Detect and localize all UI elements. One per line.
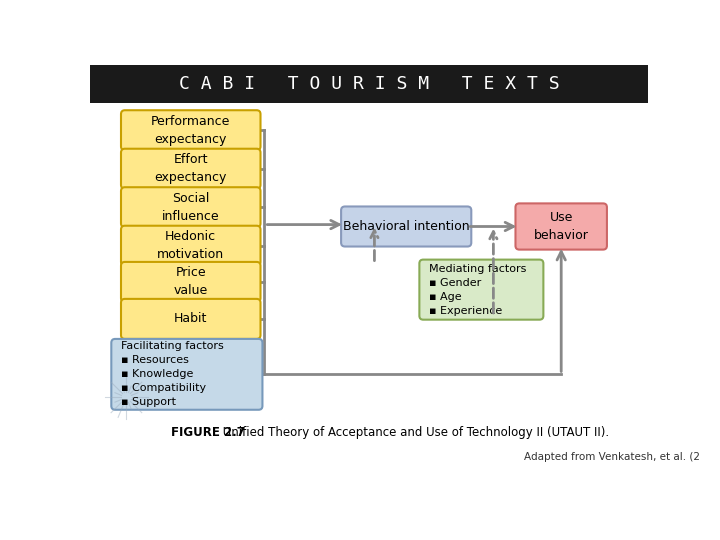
Text: Unified Theory of Acceptance and Use of Technology II (UTAUT II).: Unified Theory of Acceptance and Use of … [220,427,610,440]
FancyBboxPatch shape [121,148,261,189]
Text: Social
influence: Social influence [162,192,220,222]
FancyBboxPatch shape [419,260,544,320]
Text: Facilitating factors
▪ Resources
▪ Knowledge
▪ Compatibility
▪ Support: Facilitating factors ▪ Resources ▪ Knowl… [122,341,224,407]
FancyBboxPatch shape [121,187,261,227]
FancyBboxPatch shape [341,206,472,247]
FancyBboxPatch shape [112,339,262,410]
Text: FIGURE 2.7: FIGURE 2.7 [171,427,246,440]
Text: Effort
expectancy: Effort expectancy [155,153,227,184]
Text: Behavioral intention: Behavioral intention [343,220,469,233]
Text: Use
behavior: Use behavior [534,211,589,242]
Text: Adapted from Venkatesh, et al. (2: Adapted from Venkatesh, et al. (2 [524,453,700,462]
FancyBboxPatch shape [121,226,261,266]
FancyBboxPatch shape [516,204,607,249]
Text: C A B I   T O U R I S M   T E X T S: C A B I T O U R I S M T E X T S [179,75,559,93]
Text: Hedonic
motivation: Hedonic motivation [157,230,225,261]
FancyBboxPatch shape [121,110,261,150]
Text: Performance
expectancy: Performance expectancy [151,115,230,146]
FancyBboxPatch shape [121,299,261,339]
Text: Mediating factors
▪ Gender
▪ Age
▪ Experience: Mediating factors ▪ Gender ▪ Age ▪ Exper… [429,264,527,316]
Text: Habit: Habit [174,313,207,326]
FancyBboxPatch shape [90,65,648,103]
FancyBboxPatch shape [121,262,261,302]
Text: Price
value: Price value [174,266,208,298]
